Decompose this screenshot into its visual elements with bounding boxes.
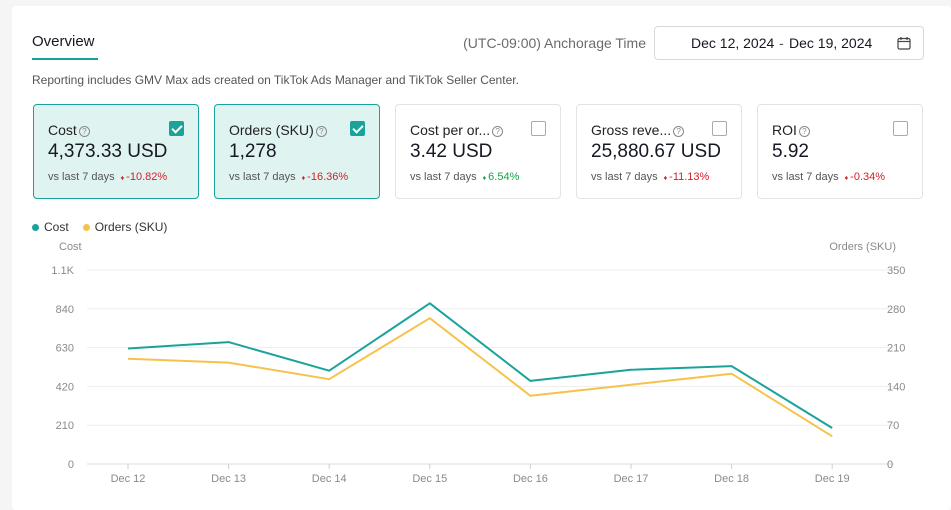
y-tick-right: 210 <box>887 343 905 355</box>
metric-change: ♦ -11.13% <box>664 171 710 183</box>
x-tick-label: Dec 16 <box>513 473 548 485</box>
y-tick-right: 350 <box>887 265 905 277</box>
metric-change-value: 6.54% <box>488 171 520 183</box>
metric-change: ♦ -10.82% <box>121 171 168 183</box>
y-tick-left: 1.1K <box>51 265 74 277</box>
calendar-icon[interactable] <box>897 36 911 50</box>
metric-card[interactable]: Cost? 4,373.33 USD vs last 7 days ♦ -10.82% <box>33 104 199 199</box>
comparison-label: vs last 7 days <box>410 171 477 183</box>
metric-checkbox[interactable] <box>712 121 727 136</box>
metric-change-value: -10.82% <box>126 171 168 183</box>
info-icon[interactable]: ? <box>798 126 810 137</box>
date-separator: - <box>779 35 784 51</box>
metric-value: 25,880.67 USD <box>591 141 721 162</box>
metric-card[interactable]: Orders (SKU)? 1,278 vs last 7 days ♦ -16.36… <box>214 104 380 199</box>
metric-card[interactable]: Gross reve...? 25,880.67 USD vs last 7 day… <box>576 104 742 199</box>
y-tick-left: 630 <box>56 343 74 355</box>
metric-comparison: vs last 7 days ♦ -0.34% <box>772 171 885 183</box>
metric-value: 4,373.33 USD <box>48 141 168 162</box>
y-tick-right: 0 <box>887 459 893 471</box>
info-icon[interactable]: ? <box>492 126 504 137</box>
metric-checkbox[interactable] <box>893 121 908 136</box>
y-tick-left: 840 <box>56 304 74 316</box>
metric-name-label: Cost per or... <box>410 122 491 138</box>
metric-name: Cost? <box>48 122 90 138</box>
legend-dot-orders <box>82 223 90 231</box>
metric-value: 3.42 USD <box>410 141 493 162</box>
comparison-label: vs last 7 days <box>772 171 839 183</box>
y-tick-left: 0 <box>68 459 74 471</box>
x-tick-label: Dec 17 <box>614 473 649 485</box>
info-icon[interactable]: ? <box>315 126 327 137</box>
tab-overview[interactable]: Overview <box>32 33 95 50</box>
metric-value: 1,278 <box>229 141 277 162</box>
comparison-label: vs last 7 days <box>591 171 658 183</box>
info-icon[interactable]: ? <box>78 126 90 137</box>
metric-name-label: ROI <box>772 122 797 138</box>
legend-dot-cost <box>32 223 39 231</box>
metric-name: Cost per or...? <box>410 122 504 138</box>
legend-item-orders[interactable]: Orders (SKU) <box>82 220 168 234</box>
info-icon[interactable]: ? <box>673 126 685 137</box>
metric-name-label: Cost <box>48 122 77 138</box>
overview-panel: Overview (UTC-09:00) Anchorage Time Dec … <box>12 6 951 510</box>
metric-name-label: Gross reve... <box>591 122 672 138</box>
x-tick-label: Dec 18 <box>714 473 749 485</box>
metric-change-value: -11.13% <box>669 171 710 183</box>
reporting-note: Reporting includes GMV Max ads created o… <box>32 73 519 87</box>
metric-change-value: -16.36% <box>307 171 349 183</box>
y-tick-left: 420 <box>56 381 74 393</box>
line-chart: Cost Orders (SKU) 0 0 210 70 420 140 630 210 840 28… <box>51 241 905 485</box>
metric-name-label: Orders (SKU) <box>229 122 314 138</box>
metric-change: ♦ -16.36% <box>302 171 349 183</box>
date-end: Dec 19, 2024 <box>789 35 873 51</box>
metric-comparison: vs last 7 days ♦ -10.82% <box>48 171 167 183</box>
y-tick-right: 280 <box>887 304 905 316</box>
metric-checkbox[interactable] <box>169 121 184 136</box>
metric-comparison: vs last 7 days ♦ 6.54% <box>410 171 519 183</box>
y-axis-left-title: Cost <box>59 241 82 253</box>
metric-change: ♦ 6.54% <box>483 171 520 183</box>
legend-item-cost[interactable]: Cost <box>32 220 69 234</box>
x-tick-label: Dec 19 <box>815 473 850 485</box>
legend-label-cost: Cost <box>44 220 69 234</box>
series-line-cost <box>127 302 833 429</box>
comparison-label: vs last 7 days <box>48 171 115 183</box>
tab-active-underline <box>32 58 98 60</box>
arrow-down-icon: ♦ <box>663 175 670 182</box>
x-tick-label: Dec 12 <box>111 473 146 485</box>
chart-legend: Cost Orders (SKU) <box>32 220 167 234</box>
arrow-up-icon: ♦ <box>482 175 489 182</box>
date-range-picker[interactable]: Dec 12, 2024 - Dec 19, 2024 <box>654 26 924 60</box>
legend-label-orders: Orders (SKU) <box>94 220 168 234</box>
metric-comparison: vs last 7 days ♦ -11.13% <box>591 171 709 183</box>
metric-name: Orders (SKU)? <box>229 122 327 138</box>
timezone-label: (UTC-09:00) Anchorage Time <box>463 35 646 51</box>
y-tick-right: 70 <box>887 420 899 432</box>
metric-checkbox[interactable] <box>531 121 546 136</box>
arrow-down-icon: ♦ <box>120 175 127 182</box>
series-line-orders <box>127 317 833 438</box>
metric-card[interactable]: Cost per or...? 3.42 USD vs last 7 days ♦ 6… <box>395 104 561 199</box>
arrow-down-icon: ♦ <box>301 175 308 182</box>
date-start: Dec 12, 2024 <box>691 35 775 51</box>
metric-name: Gross reve...? <box>591 122 685 138</box>
y-tick-right: 140 <box>887 381 905 393</box>
x-tick-label: Dec 14 <box>312 473 347 485</box>
metric-name: ROI? <box>772 122 810 138</box>
x-tick-label: Dec 13 <box>211 473 246 485</box>
y-axis-right-title: Orders (SKU) <box>829 241 896 253</box>
metric-comparison: vs last 7 days ♦ -16.36% <box>229 171 348 183</box>
metric-checkbox[interactable] <box>350 121 365 136</box>
y-tick-left: 210 <box>56 420 74 432</box>
metric-value: 5.92 <box>772 141 809 162</box>
metric-card[interactable]: ROI? 5.92 vs last 7 days ♦ -0.34% <box>757 104 923 199</box>
metric-change: ♦ -0.34% <box>845 171 885 183</box>
x-tick-label: Dec 15 <box>412 473 447 485</box>
comparison-label: vs last 7 days <box>229 171 296 183</box>
arrow-down-icon: ♦ <box>844 175 851 182</box>
metric-change-value: -0.34% <box>850 171 886 183</box>
